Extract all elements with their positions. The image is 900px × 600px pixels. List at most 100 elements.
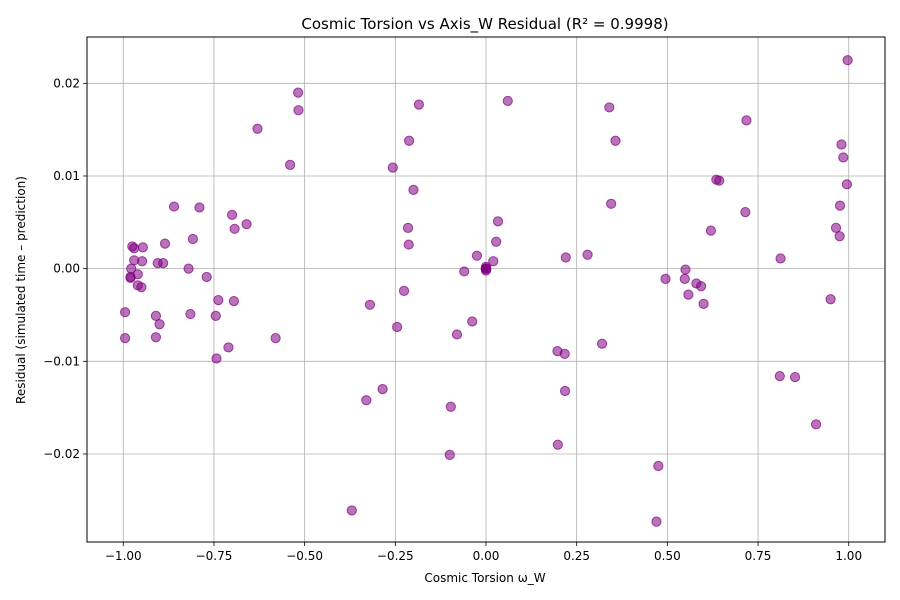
data-point: [392, 321, 403, 333]
data-point: [842, 55, 853, 66]
data-point: [459, 266, 470, 277]
data-point: [834, 200, 846, 211]
data-point: [838, 152, 849, 163]
data-point: [480, 265, 492, 276]
data-point: [137, 256, 148, 267]
data-point: [680, 264, 691, 275]
x-tick-label: −0.75: [196, 549, 233, 563]
data-point: [387, 162, 398, 173]
data-point: [413, 99, 424, 110]
data-point: [223, 342, 234, 353]
data-point: [471, 250, 483, 261]
data-point: [774, 371, 785, 382]
data-point: [606, 198, 617, 209]
data-point: [683, 289, 694, 300]
data-point: [229, 223, 240, 234]
data-point: [651, 516, 662, 527]
data-point: [552, 439, 563, 450]
y-axis-label: Residual (simulated time – prediction): [14, 176, 28, 404]
x-tick-label: 1.00: [835, 549, 862, 563]
data-point: [451, 329, 463, 340]
data-point: [789, 371, 801, 383]
data-point: [488, 256, 499, 267]
y-tick-label: 0.02: [53, 76, 80, 90]
data-point: [132, 269, 143, 280]
data-point: [560, 252, 571, 263]
x-axis-label: Cosmic Torsion ω_W: [424, 571, 545, 585]
x-tick-label: 0.00: [473, 549, 500, 563]
data-point: [346, 505, 357, 516]
data-point: [775, 253, 786, 264]
data-point: [226, 209, 238, 221]
data-point: [154, 319, 165, 330]
data-point: [502, 95, 513, 107]
x-tick-label: −1.00: [105, 549, 142, 563]
y-tick-label: 0.01: [53, 169, 80, 183]
data-point: [467, 316, 478, 327]
data-point: [377, 384, 388, 395]
x-ticks: −1.00 −0.75 −0.50 −0.25 0.00 0.25 0.50 0.75 1.00: [105, 542, 862, 563]
data-point: [213, 295, 224, 306]
data-point: [252, 123, 263, 134]
y-tick-label: −0.01: [43, 354, 80, 368]
data-point: [361, 395, 372, 406]
data-point: [830, 222, 842, 233]
data-point: [408, 184, 419, 195]
data-point: [183, 263, 194, 274]
data-point: [150, 310, 162, 322]
data-point: [159, 238, 171, 249]
data-point: [698, 298, 709, 309]
data-point: [660, 273, 671, 284]
data-point: [559, 348, 570, 359]
x-tick-label: −0.50: [286, 549, 323, 563]
data-point: [185, 308, 196, 320]
data-point: [194, 202, 205, 213]
data-point: [136, 282, 147, 293]
x-tick-label: −0.25: [377, 549, 414, 563]
data-point: [445, 401, 456, 412]
y-tick-label: −0.02: [43, 447, 80, 461]
data-point: [825, 294, 836, 305]
data-point: [403, 239, 414, 250]
data-point: [402, 222, 414, 233]
data-point: [740, 207, 751, 218]
data-point: [398, 285, 410, 296]
data-point: [150, 332, 162, 343]
x-tick-label: 0.50: [654, 549, 681, 563]
x-tick-label: 0.25: [563, 549, 590, 563]
data-point: [241, 219, 252, 230]
data-point: [714, 175, 725, 186]
data-point: [210, 310, 221, 322]
data-point: [679, 273, 690, 284]
data-point: [582, 249, 593, 260]
data-point: [596, 338, 608, 349]
data-point: [810, 419, 822, 430]
data-point: [364, 299, 376, 310]
data-point: [444, 449, 455, 460]
data-point: [211, 353, 222, 364]
data-point: [836, 139, 847, 150]
data-point: [119, 333, 131, 344]
data-point: [293, 105, 304, 116]
data-point: [695, 281, 707, 292]
points-layer: [119, 55, 853, 527]
data-point: [741, 115, 752, 126]
data-point: [841, 179, 853, 190]
data-point: [158, 257, 169, 269]
data-point: [492, 216, 504, 227]
x-tick-label: 0.75: [745, 549, 772, 563]
data-point: [228, 295, 240, 307]
data-point: [137, 242, 148, 253]
data-point: [270, 333, 281, 344]
data-point: [119, 307, 131, 318]
data-point: [293, 87, 304, 98]
data-point: [404, 135, 415, 146]
data-point: [168, 201, 180, 212]
data-point: [491, 236, 502, 247]
y-ticks: −0.02 −0.01 0.00 0.01 0.02: [43, 76, 87, 461]
data-point: [610, 135, 621, 146]
data-point: [129, 243, 140, 254]
